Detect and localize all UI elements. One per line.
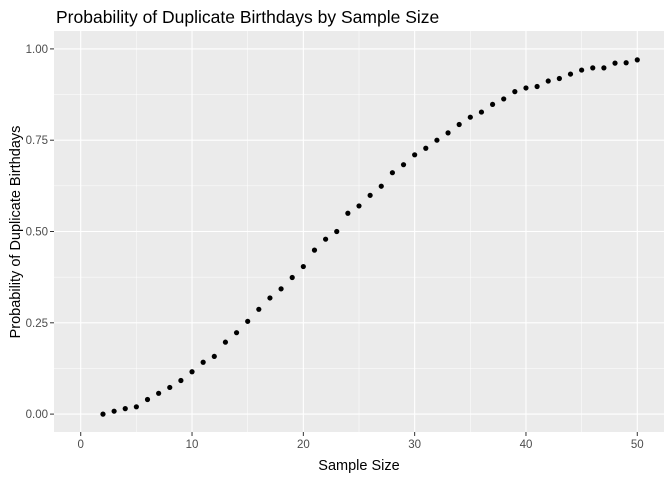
- data-point: [111, 408, 117, 414]
- data-point: [367, 192, 373, 198]
- data-point: [579, 67, 585, 73]
- data-point: [100, 411, 106, 417]
- data-point: [211, 353, 217, 360]
- y-tick-label: 0.50: [26, 227, 48, 239]
- data-points: [100, 57, 640, 417]
- y-tick-label: 1.00: [26, 44, 48, 56]
- data-point: [400, 162, 407, 168]
- data-point: [144, 396, 151, 403]
- data-point: [389, 170, 395, 176]
- data-point: [167, 384, 173, 391]
- data-point: [412, 152, 418, 158]
- data-point: [601, 65, 607, 71]
- data-point: [556, 75, 562, 82]
- data-point: [478, 109, 485, 115]
- data-point: [534, 83, 540, 90]
- data-point: [612, 60, 618, 66]
- data-point: [467, 114, 473, 120]
- data-point: [445, 130, 451, 136]
- data-point: [523, 85, 529, 91]
- data-point: [122, 406, 128, 412]
- data-point: [623, 60, 629, 66]
- data-point: [434, 137, 440, 143]
- y-tick-label: 0.25: [26, 318, 48, 330]
- data-point: [423, 145, 429, 151]
- data-point: [323, 236, 329, 242]
- data-point: [233, 330, 240, 336]
- y-axis: 0.00 0.25 0.50 0.75 1.00: [26, 44, 54, 421]
- y-tick-label: 0.00: [26, 409, 48, 421]
- data-point: [133, 404, 139, 410]
- data-point: [267, 295, 273, 301]
- data-point: [512, 89, 518, 95]
- data-point: [567, 71, 574, 77]
- x-tick-label: 10: [186, 439, 199, 451]
- x-tick-label: 30: [408, 439, 421, 451]
- data-point: [501, 96, 507, 102]
- x-tick-label: 40: [520, 439, 533, 451]
- data-point: [489, 101, 496, 108]
- data-point: [289, 274, 295, 281]
- y-tick-label: 0.75: [26, 135, 48, 147]
- data-point: [345, 210, 351, 216]
- x-tick-label: 50: [631, 439, 644, 451]
- data-point: [256, 306, 262, 312]
- data-point: [378, 183, 384, 189]
- x-axis-title: Sample Size: [318, 458, 399, 474]
- data-point: [300, 263, 306, 270]
- data-point: [222, 339, 229, 345]
- data-point: [156, 390, 162, 396]
- grid-major-lines: [54, 31, 664, 432]
- data-point: [178, 377, 184, 384]
- chart-title: Probability of Duplicate Birthdays by Sa…: [56, 7, 439, 27]
- data-point: [245, 318, 251, 324]
- data-point: [545, 78, 551, 84]
- x-axis: 0 10 20 30 40 50: [78, 432, 644, 451]
- data-point: [356, 203, 362, 209]
- data-point: [334, 228, 340, 235]
- x-tick-label: 0: [78, 439, 84, 451]
- y-axis-title: Probability of Duplicate Birthdays: [8, 126, 24, 339]
- data-point: [311, 247, 318, 253]
- x-tick-label: 20: [297, 439, 310, 451]
- data-point: [456, 121, 462, 128]
- data-point: [189, 369, 195, 375]
- data-point: [634, 57, 640, 63]
- data-point: [200, 359, 206, 365]
- data-point: [590, 65, 596, 71]
- data-point: [278, 286, 284, 292]
